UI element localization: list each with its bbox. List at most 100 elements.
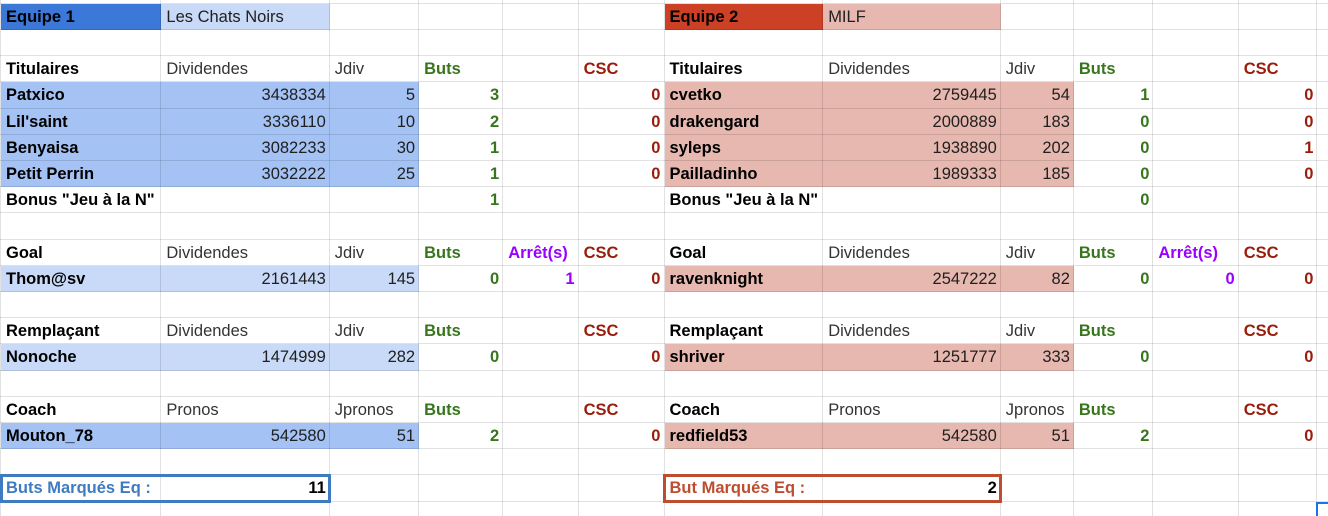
team2-starter-4-jdiv[interactable]: 185 xyxy=(1042,165,1070,183)
team2-bonus-goals[interactable]: 0 xyxy=(1140,191,1150,210)
team2-goalkeeper-player-csc[interactable]: 0 xyxy=(1304,269,1314,288)
team1-starter-4-dividends[interactable]: 3032222 xyxy=(261,165,326,183)
team1-starter-2-jdiv[interactable]: 10 xyxy=(396,112,416,131)
team2-coach-player-dividends[interactable]: 542580 xyxy=(941,427,997,445)
team2-starter-2-goals[interactable]: 0 xyxy=(1140,112,1150,131)
team2-goalkeeper-player-name[interactable]: ravenknight xyxy=(669,269,764,288)
team2-coach-header-csc[interactable]: CSC xyxy=(1243,400,1279,419)
team2-total-label[interactable]: But Marqués Eq : xyxy=(669,479,806,498)
team2-starters-header-col2[interactable]: Jdiv xyxy=(1005,60,1036,79)
team2-goalkeeper-header-saves[interactable]: Arrêt(s) xyxy=(1158,243,1218,262)
team2-starters-header-col1[interactable]: Dividendes xyxy=(828,60,910,79)
team1-goalkeeper-player-goals[interactable]: 0 xyxy=(490,269,500,288)
team2-starter-1-name[interactable]: cvetko xyxy=(669,86,722,105)
team1-starters-header-col2[interactable]: Jdiv xyxy=(334,60,365,79)
team1-substitute-header-csc[interactable]: CSC xyxy=(583,322,619,341)
team1-starter-3-dividends[interactable]: 3082233 xyxy=(261,138,326,157)
team1-starter-1-name[interactable]: Patxico xyxy=(6,86,65,105)
team2-starters-title[interactable]: Titulaires xyxy=(669,60,743,79)
team1-goalkeeper-player-jdiv[interactable]: 145 xyxy=(387,269,416,288)
team1-substitute-header-col2[interactable]: Jdiv xyxy=(334,322,365,341)
team1-starter-2-goals[interactable]: 2 xyxy=(490,112,500,131)
team1-starter-3-csc[interactable]: 0 xyxy=(651,138,661,157)
team2-starter-3-goals[interactable]: 0 xyxy=(1140,138,1150,157)
team1-goalkeeper-header-goals[interactable]: Buts xyxy=(424,243,461,262)
team1-coach-header-col2[interactable]: Jpronos xyxy=(334,400,394,419)
team2-coach-player-name[interactable]: redfield53 xyxy=(669,427,748,445)
team2-coach-title[interactable]: Coach xyxy=(669,400,720,419)
team2-goalkeeper-player-goals[interactable]: 0 xyxy=(1140,269,1150,288)
team1-starter-1-dividends[interactable]: 3438334 xyxy=(261,86,326,105)
team2-starters-header-csc[interactable]: CSC xyxy=(1243,60,1279,79)
team1-goalkeeper-header-csc[interactable]: CSC xyxy=(583,243,619,262)
team1-starter-3-name[interactable]: Benyaisa xyxy=(6,138,79,157)
team2-starter-3-name[interactable]: syleps xyxy=(669,138,721,157)
team1-starter-4-name[interactable]: Petit Perrin xyxy=(6,165,95,183)
team2-substitute-player-name[interactable]: shriver xyxy=(669,348,725,367)
team2-coach-player-goals[interactable]: 2 xyxy=(1140,427,1150,445)
team1-starter-4-jdiv[interactable]: 25 xyxy=(396,165,416,183)
team1-starters-title[interactable]: Titulaires xyxy=(6,60,80,79)
team1-substitute-title[interactable]: Remplaçant xyxy=(6,322,100,341)
team1-substitute-player-csc[interactable]: 0 xyxy=(651,348,661,367)
team1-starters-header-col1[interactable]: Dividendes xyxy=(166,60,249,79)
team2-goalkeeper-header-csc[interactable]: CSC xyxy=(1243,243,1279,262)
team2-substitute-header-goals[interactable]: Buts xyxy=(1078,322,1116,341)
team2-starter-2-csc[interactable]: 0 xyxy=(1304,112,1314,131)
team2-coach-header-goals[interactable]: Buts xyxy=(1078,400,1116,419)
team1-bonus-label[interactable]: Bonus "Jeu à la N" xyxy=(6,191,155,210)
team2-starter-4-name[interactable]: Pailladinho xyxy=(669,165,758,183)
team2-starter-4-csc[interactable]: 0 xyxy=(1304,165,1314,183)
team2-goalkeeper-header-col1[interactable]: Dividendes xyxy=(828,243,910,262)
team2-goalkeeper-title[interactable]: Goal xyxy=(669,243,707,262)
team2-substitute-player-csc[interactable]: 0 xyxy=(1304,348,1314,367)
team1-team-name[interactable]: Les Chats Noirs xyxy=(166,7,284,26)
team2-substitute-header-col2[interactable]: Jdiv xyxy=(1005,322,1036,341)
team2-goalkeeper-header-goals[interactable]: Buts xyxy=(1078,243,1116,262)
team2-goalkeeper-player-saves[interactable]: 0 xyxy=(1225,269,1235,288)
team1-starter-2-csc[interactable]: 0 xyxy=(651,112,661,131)
team1-starter-2-name[interactable]: Lil'saint xyxy=(6,112,68,131)
team2-starter-4-dividends[interactable]: 1989333 xyxy=(932,165,997,183)
team1-goalkeeper-player-csc[interactable]: 0 xyxy=(651,269,661,288)
team1-coach-player-jdiv[interactable]: 51 xyxy=(396,427,416,445)
team2-substitute-header-col1[interactable]: Dividendes xyxy=(828,322,910,341)
team2-starter-1-csc[interactable]: 0 xyxy=(1304,86,1314,105)
team2-starter-4-goals[interactable]: 0 xyxy=(1140,165,1150,183)
team2-starter-1-dividends[interactable]: 2759445 xyxy=(932,86,997,105)
team2-starter-1-goals[interactable]: 1 xyxy=(1140,86,1150,105)
team1-substitute-player-dividends[interactable]: 1474999 xyxy=(261,348,326,367)
team2-substitute-header-csc[interactable]: CSC xyxy=(1243,322,1279,341)
team1-goalkeeper-header-col1[interactable]: Dividendes xyxy=(166,243,249,262)
team1-goalkeeper-header-saves[interactable]: Arrêt(s) xyxy=(508,243,568,262)
team1-goalkeeper-header-col2[interactable]: Jdiv xyxy=(334,243,365,262)
team1-starter-1-csc[interactable]: 0 xyxy=(651,86,661,105)
team2-substitute-player-dividends[interactable]: 1251777 xyxy=(932,348,997,367)
team1-coach-header-csc[interactable]: CSC xyxy=(583,400,619,419)
team2-coach-header-col2[interactable]: Jpronos xyxy=(1005,400,1065,419)
team1-substitute-header-goals[interactable]: Buts xyxy=(424,322,461,341)
team1-coach-player-name[interactable]: Mouton_78 xyxy=(6,427,94,445)
team2-coach-player-csc[interactable]: 0 xyxy=(1304,427,1314,445)
team1-coach-player-dividends[interactable]: 542580 xyxy=(270,427,326,445)
team1-starter-1-goals[interactable]: 3 xyxy=(490,86,500,105)
team1-total-value[interactable]: 11 xyxy=(308,479,326,498)
team2-starter-1-jdiv[interactable]: 54 xyxy=(1051,86,1070,105)
team1-substitute-header-col1[interactable]: Dividendes xyxy=(166,322,249,341)
team1-starters-header-csc[interactable]: CSC xyxy=(583,60,619,79)
team1-starter-4-csc[interactable]: 0 xyxy=(651,165,661,183)
team1-coach-player-csc[interactable]: 0 xyxy=(651,427,661,445)
team1-header-label[interactable]: Equipe 1 xyxy=(6,7,75,26)
team1-starter-3-goals[interactable]: 1 xyxy=(490,138,500,157)
team2-starter-3-csc[interactable]: 1 xyxy=(1304,138,1314,157)
team1-starters-header-goals[interactable]: Buts xyxy=(424,60,461,79)
team2-starter-2-name[interactable]: drakengard xyxy=(669,112,760,131)
team1-coach-player-goals[interactable]: 2 xyxy=(490,427,500,445)
team2-coach-header-col1[interactable]: Pronos xyxy=(828,400,881,419)
team2-coach-player-jdiv[interactable]: 51 xyxy=(1051,427,1070,445)
team2-goalkeeper-header-col2[interactable]: Jdiv xyxy=(1005,243,1036,262)
team1-goalkeeper-player-dividends[interactable]: 2161443 xyxy=(261,269,326,288)
team1-substitute-player-goals[interactable]: 0 xyxy=(490,348,500,367)
team1-coach-header-col1[interactable]: Pronos xyxy=(166,400,219,419)
